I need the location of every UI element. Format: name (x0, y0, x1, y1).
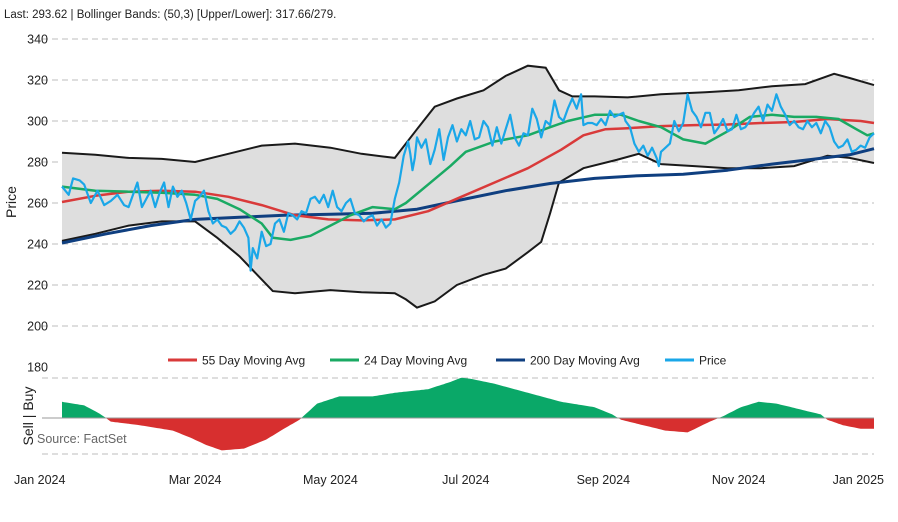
signal-panel (42, 377, 874, 451)
x-axis: Jan 2024 Mar 2024 May 2024 Jul 2024 Sep 2024… (14, 473, 884, 487)
ma200-line (61, 147, 875, 245)
x-tick-label: Sep 2024 (577, 473, 631, 487)
legend: 55 Day Moving Avg 24 Day Moving Avg 200 Da… (168, 354, 727, 368)
x-tick-label: Jul 2024 (442, 473, 489, 487)
last-value: 293.62 (32, 9, 68, 21)
source-note: Source: FactSet (37, 432, 127, 446)
price-line (61, 93, 875, 272)
legend-label-ma24: 24 Day Moving Avg (364, 354, 467, 368)
bollinger-lower-line (61, 152, 875, 309)
bollinger-upper-line (61, 64, 875, 164)
y-tick-label: 200 (27, 320, 48, 334)
ma24-line (61, 113, 875, 242)
header-separator: | (70, 9, 74, 21)
legend-label-price: Price (699, 354, 727, 368)
last-label: Last: (4, 9, 29, 21)
y-tick-label: 300 (27, 115, 48, 129)
y-tick-label: 320 (27, 74, 48, 88)
y-tick-label: 340 (27, 33, 48, 47)
y-tick-label: 240 (27, 238, 48, 252)
y-tick-label: 260 (27, 197, 48, 211)
bollinger-label: Bollinger Bands: (50,3) [Upper/Lower]: (76, 9, 273, 21)
bollinger-band-fill (62, 65, 874, 308)
y-tick-label: 220 (27, 279, 48, 293)
ma55-line (61, 117, 875, 222)
y-tick-label: 280 (27, 156, 48, 170)
legend-label-ma200: 200 Day Moving Avg (530, 354, 640, 368)
x-tick-label: Mar 2024 (169, 473, 222, 487)
signal-axis-label: Sell | Buy (20, 387, 36, 446)
x-tick-label: May 2024 (303, 473, 358, 487)
sell-area (62, 418, 874, 451)
y-axis-title: Price (3, 186, 19, 218)
legend-label-ma55: 55 Day Moving Avg (202, 354, 305, 368)
bollinger-value: 317.66/279. (275, 9, 337, 21)
x-tick-label: Jan 2024 (14, 473, 65, 487)
x-tick-label: Jan 2025 (833, 473, 884, 487)
y-tick-label: 180 (27, 361, 48, 375)
chart-header: Last: 293.62 | Bollinger Bands: (50,3) [… (4, 9, 336, 21)
x-tick-label: Nov 2024 (712, 473, 766, 487)
y-axis: 180 200 220 240 260 280 300 320 340 (27, 33, 48, 375)
buy-area (62, 377, 874, 418)
